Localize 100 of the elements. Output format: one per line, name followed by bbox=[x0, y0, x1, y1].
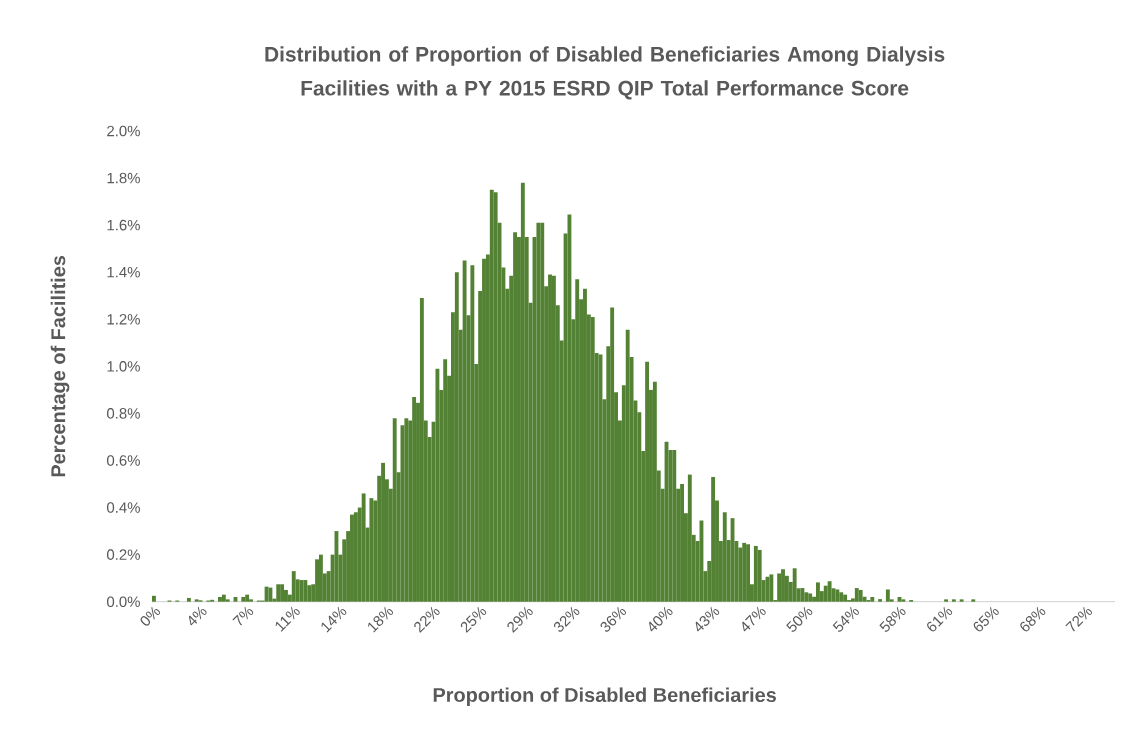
bar bbox=[951, 599, 956, 602]
bar bbox=[944, 599, 949, 602]
y-tick-label: 1.6% bbox=[107, 219, 140, 231]
x-tick-label: 43% bbox=[695, 606, 720, 632]
y-tick-label: 1.8% bbox=[107, 172, 140, 184]
x-tick-label: 36% bbox=[600, 606, 626, 632]
bar bbox=[152, 595, 156, 602]
bar bbox=[520, 182, 525, 602]
bar bbox=[645, 361, 650, 602]
x-axis-title: Proportion of Disabled Beneficiaries bbox=[433, 687, 776, 706]
bar bbox=[551, 275, 556, 602]
bar bbox=[540, 222, 545, 602]
bar bbox=[959, 599, 964, 602]
bar bbox=[567, 214, 572, 602]
bar bbox=[404, 418, 409, 602]
bar bbox=[625, 329, 630, 602]
y-axis-title: Percentage of Facilities bbox=[50, 255, 70, 477]
y-tick-label: 2.0% bbox=[107, 125, 140, 137]
bar bbox=[816, 582, 820, 602]
y-tick-label: 0.4% bbox=[107, 502, 140, 513]
bar bbox=[315, 559, 319, 602]
x-tick-label: 40% bbox=[649, 606, 673, 632]
bar bbox=[536, 222, 541, 602]
bar bbox=[769, 574, 774, 602]
bar bbox=[221, 594, 226, 602]
y-tick-label: 1.0% bbox=[107, 361, 140, 372]
y-tick-label: 0.0% bbox=[107, 596, 140, 607]
bar bbox=[268, 587, 273, 602]
x-tick-label: 18% bbox=[368, 606, 393, 633]
chart-title: Distribution of Proportion of Disabled Beneficiaries Among Dialysis Facilities with a PY 2015 ESRD QIP Total Performance Score bbox=[265, 46, 945, 100]
bar bbox=[800, 588, 805, 602]
x-tick-label: 65% bbox=[973, 606, 999, 632]
y-tick-label: 1.4% bbox=[107, 266, 140, 278]
bar bbox=[241, 596, 246, 602]
bar bbox=[742, 542, 747, 602]
bar bbox=[318, 554, 323, 602]
x-tick-label: 58% bbox=[879, 606, 906, 632]
bar bbox=[901, 599, 906, 602]
bar bbox=[823, 585, 828, 602]
bar bbox=[369, 498, 374, 602]
x-tick-label: 50% bbox=[786, 606, 813, 632]
x-tick-label: 4% bbox=[188, 606, 207, 626]
bar bbox=[412, 396, 417, 602]
bar bbox=[218, 596, 222, 602]
bar bbox=[808, 593, 813, 602]
x-tick-label: 11% bbox=[275, 606, 300, 632]
bar bbox=[493, 192, 498, 602]
bar bbox=[186, 597, 191, 602]
bar bbox=[687, 474, 692, 602]
bar bbox=[489, 189, 494, 602]
bar bbox=[835, 589, 840, 602]
bar bbox=[843, 594, 848, 602]
bar bbox=[839, 592, 844, 602]
bar bbox=[245, 594, 250, 602]
bar bbox=[225, 599, 230, 602]
bar bbox=[777, 573, 782, 602]
x-tick-label: 47% bbox=[742, 606, 766, 632]
bar bbox=[470, 265, 475, 602]
bar bbox=[858, 589, 863, 602]
x-tick-label: 32% bbox=[553, 606, 580, 632]
bar bbox=[971, 599, 976, 602]
bar bbox=[672, 449, 677, 602]
bar bbox=[513, 232, 518, 602]
bar bbox=[291, 571, 296, 602]
bar bbox=[827, 581, 832, 602]
bar bbox=[435, 368, 440, 602]
bar bbox=[757, 549, 762, 602]
y-tick-label: 0.8% bbox=[107, 408, 140, 419]
bar bbox=[575, 279, 580, 602]
bar bbox=[711, 476, 716, 602]
bar bbox=[804, 592, 809, 602]
bar bbox=[746, 544, 750, 602]
x-tick-label: 68% bbox=[1020, 606, 1046, 632]
bar bbox=[878, 599, 883, 602]
x-tick-label: 61% bbox=[927, 606, 953, 632]
bar bbox=[854, 588, 859, 602]
bar bbox=[276, 584, 281, 602]
bar bbox=[303, 580, 308, 602]
y-tick-label: 1.2% bbox=[107, 314, 140, 325]
x-tick-label: 72% bbox=[1065, 606, 1092, 632]
y-tick-label: 0.6% bbox=[107, 455, 140, 466]
bar bbox=[652, 381, 657, 602]
x-tick-label: 0% bbox=[140, 606, 161, 626]
bar bbox=[419, 298, 424, 602]
bar bbox=[792, 568, 797, 602]
bar bbox=[443, 359, 448, 602]
bar bbox=[392, 418, 397, 602]
y-tick-label: 0.2% bbox=[107, 549, 140, 560]
bar bbox=[249, 599, 253, 602]
bar bbox=[753, 545, 758, 602]
bar bbox=[610, 307, 615, 602]
x-tick-label: 54% bbox=[832, 606, 859, 632]
bar bbox=[454, 272, 459, 602]
bar bbox=[590, 316, 595, 602]
bar bbox=[361, 493, 366, 602]
bar bbox=[885, 589, 890, 602]
bar bbox=[280, 584, 285, 602]
bar bbox=[462, 260, 467, 602]
bar bbox=[870, 596, 875, 602]
x-tick-label: 7% bbox=[232, 606, 254, 626]
